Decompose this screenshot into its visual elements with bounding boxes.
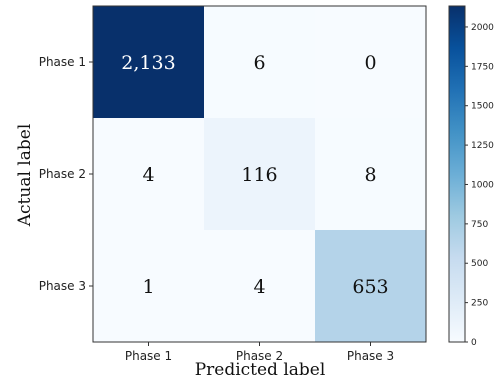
heatmap-cell — [93, 230, 204, 342]
colorbar-tick-label: 500 — [471, 259, 488, 269]
heatmap-cell — [93, 118, 204, 230]
heatmap-cell — [315, 118, 426, 230]
x-tick-label: Phase 1 — [125, 349, 172, 363]
heatmap-cell — [204, 230, 315, 342]
colorbar-gradient — [448, 5, 466, 343]
y-axis-label: Actual label — [15, 124, 35, 228]
cell-value-label: 4 — [142, 164, 154, 186]
colorbar-tick-label: 1500 — [471, 102, 494, 112]
heatmap-cells — [93, 6, 426, 342]
y-axis-ticks: Phase 1 Phase 2 Phase 3 — [39, 55, 93, 293]
cell-value-labels: 2,133 6 0 4 116 8 1 4 653 — [121, 52, 388, 298]
colorbar-tick-label: 1250 — [471, 141, 494, 151]
colorbar: 0 250 500 750 1000 1250 1500 1750 2000 — [448, 5, 494, 348]
cell-value-label: 0 — [364, 52, 376, 74]
x-tick-label: Phase 3 — [347, 349, 394, 363]
heatmap-cell — [315, 230, 426, 342]
colorbar-tick-label: 0 — [471, 338, 477, 348]
cell-value-label: 4 — [253, 276, 265, 298]
colorbar-ticks: 0 250 500 750 1000 1250 1500 1750 2000 — [465, 23, 494, 348]
colorbar-tick-label: 250 — [471, 299, 488, 309]
heatmap-cell — [204, 118, 315, 230]
x-axis-label: Predicted label — [195, 360, 326, 380]
colorbar-tick-label: 1000 — [471, 180, 494, 190]
colorbar-tick-label: 2000 — [471, 23, 494, 33]
cell-value-label: 6 — [253, 52, 265, 74]
y-tick-label: Phase 1 — [39, 55, 86, 69]
cell-value-label: 1 — [142, 276, 154, 298]
heatmap-cell — [93, 6, 204, 118]
x-axis-ticks: Phase 1 Phase 2 Phase 3 — [125, 342, 394, 363]
x-tick-label: Phase 2 — [236, 349, 283, 363]
colorbar-tick-label: 1750 — [471, 62, 494, 72]
heatmap-cell — [204, 6, 315, 118]
y-tick-label: Phase 3 — [39, 279, 86, 293]
cell-value-label: 2,133 — [121, 52, 175, 74]
colorbar-tick-label: 750 — [471, 220, 488, 230]
cell-value-label: 653 — [352, 276, 388, 298]
cell-value-label: 8 — [364, 164, 376, 186]
cell-value-label: 116 — [241, 164, 277, 186]
y-tick-label: Phase 2 — [39, 167, 86, 181]
heatmap-cell — [315, 6, 426, 118]
